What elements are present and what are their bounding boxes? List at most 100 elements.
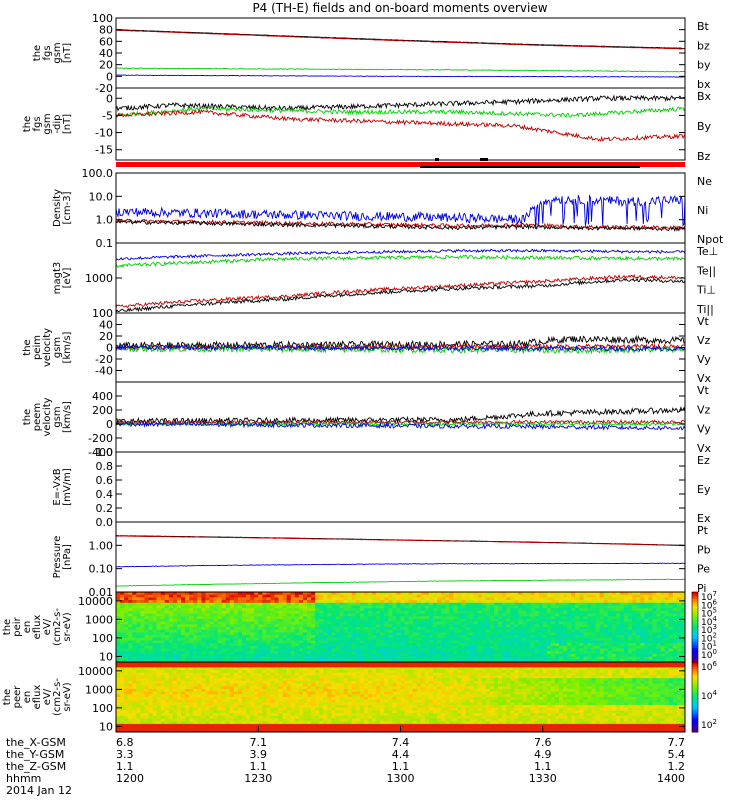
heatmap-cell — [502, 659, 507, 663]
heatmap-cell — [185, 643, 190, 647]
heatmap-cell — [339, 659, 344, 663]
heatmap-cell — [376, 627, 381, 631]
heatmap-cell — [619, 600, 625, 604]
heatmap-cell — [209, 702, 214, 706]
heatmap-cell — [250, 656, 255, 660]
heatmap-cell — [628, 624, 633, 628]
heatmap-cell — [319, 613, 324, 617]
heatmap-cell — [315, 613, 320, 617]
heatmap-cell — [384, 637, 389, 641]
heatmap-cell — [363, 602, 369, 606]
heatmap-cell — [120, 618, 125, 623]
heatmap-cell — [136, 651, 141, 655]
heatmap-cell — [339, 645, 344, 649]
heatmap-cell — [209, 664, 214, 668]
heatmap-cell — [640, 635, 645, 639]
heatmap-cell — [489, 635, 495, 639]
heatmap-cell — [302, 597, 308, 601]
heatmap-cell — [485, 608, 491, 612]
heatmap-cell — [262, 602, 267, 606]
heatmap-cell — [274, 672, 279, 676]
heatmap-cell — [136, 691, 141, 695]
heatmap-cell — [185, 707, 190, 711]
heatmap-cell — [579, 659, 584, 663]
heatmap-cell — [372, 627, 377, 631]
heatmap-cell — [424, 624, 430, 628]
heatmap-cell — [506, 643, 511, 647]
heatmap-cell — [221, 613, 227, 617]
heatmap-cell — [323, 637, 328, 641]
heatmap-cell — [311, 624, 316, 628]
heatmap-cell — [262, 594, 267, 598]
heatmap-cell — [481, 637, 487, 641]
heatmap-cell — [124, 600, 129, 604]
heatmap-cell — [615, 621, 621, 625]
heatmap-cell — [323, 608, 328, 612]
heatmap-cell — [433, 621, 438, 625]
heatmap-cell — [266, 686, 271, 690]
heatmap-cell — [258, 702, 263, 706]
heatmap-cell — [156, 678, 162, 682]
heatmap-cell — [367, 594, 373, 598]
heatmap-cell — [522, 592, 527, 596]
y-tick-label: 0.1 — [96, 237, 114, 250]
heatmap-cell — [607, 616, 613, 620]
heatmap-cell — [355, 648, 361, 652]
heatmap-cell — [668, 624, 674, 628]
heatmap-cell — [465, 635, 470, 639]
heatmap-cell — [213, 667, 218, 671]
heatmap-cell — [278, 664, 284, 668]
heatmap-cell — [229, 624, 235, 628]
heatmap-cell — [262, 702, 267, 706]
heatmap-cell — [213, 710, 218, 714]
heatmap-cell — [416, 624, 422, 628]
heatmap-cell — [477, 648, 483, 652]
heatmap-cell — [445, 637, 450, 641]
heatmap-cell — [554, 605, 560, 609]
heatmap-cell — [160, 597, 166, 601]
heatmap-cell — [156, 621, 162, 625]
heatmap-cell — [237, 678, 243, 682]
heatmap-cell — [233, 610, 239, 614]
heatmap-cell — [652, 648, 657, 652]
heatmap-cell — [502, 592, 507, 596]
heatmap-cell — [148, 705, 153, 709]
heatmap-cell — [250, 713, 255, 717]
heatmap-cell — [307, 621, 312, 625]
heatmap-cell — [282, 667, 288, 671]
heatmap-cell — [217, 702, 223, 706]
heatmap-cell — [213, 686, 218, 690]
heatmap-cell — [311, 637, 316, 641]
heatmap-cell — [181, 672, 186, 676]
heatmap-cell — [209, 592, 214, 596]
heatmap-cell — [522, 656, 527, 660]
heatmap-cell — [554, 651, 560, 655]
heatmap-cell — [583, 627, 588, 631]
heatmap-cell — [550, 616, 556, 620]
heatmap-cell — [181, 723, 186, 728]
heatmap-cell — [591, 653, 596, 658]
heatmap-cell — [258, 624, 263, 628]
heatmap-cell — [323, 643, 328, 647]
heatmap-cell — [644, 600, 649, 604]
heatmap-cell — [465, 645, 470, 649]
heatmap-cell — [660, 608, 666, 612]
heatmap-cell — [209, 629, 214, 633]
y-axis-label-line: peem — [32, 403, 43, 431]
y-tick-label: 10 — [99, 650, 113, 663]
heatmap-cell — [607, 618, 613, 623]
heatmap-cell — [510, 605, 515, 609]
heatmap-cell — [636, 602, 641, 606]
heatmap-cell — [270, 723, 275, 728]
heatmap-cell — [270, 694, 275, 698]
heatmap-cell — [396, 605, 401, 609]
heatmap-cell — [607, 645, 613, 649]
heatmap-cell — [571, 629, 576, 633]
heatmap-cell — [205, 707, 210, 711]
heatmap-cell — [172, 624, 178, 628]
heatmap-cell — [140, 694, 145, 698]
heatmap-cell — [290, 632, 296, 636]
heatmap-cell — [327, 621, 332, 625]
heatmap-cell — [266, 656, 271, 660]
heatmap-cell — [453, 592, 458, 596]
